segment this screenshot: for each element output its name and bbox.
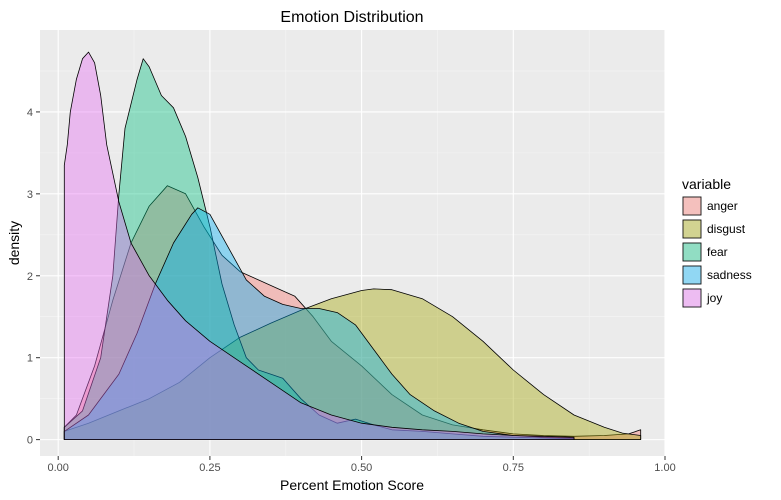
x-tick-label: 1.00 (654, 462, 675, 474)
legend-key-disgust (682, 219, 702, 239)
legend-label-disgust: disgust (707, 222, 746, 236)
density-area-disgust (63, 288, 642, 440)
legend-swatch-joy (682, 288, 702, 308)
x-axis-title: Percent Emotion Score (280, 477, 424, 493)
y-tick-label: 2 (27, 271, 33, 283)
chart-title: Emotion Distribution (280, 9, 423, 26)
x-tick-label: 0.25 (199, 462, 220, 474)
legend: variable anger disgust fear sadness joy (682, 176, 752, 308)
y-tick-label: 1 (27, 353, 33, 365)
legend-title: variable (682, 176, 731, 192)
legend-key-fear (682, 242, 702, 262)
legend-swatch-disgust (682, 219, 702, 239)
y-axis-ticks: 0 1 2 3 4 (27, 107, 40, 447)
density-area-fear (63, 58, 575, 440)
density-area-anger (63, 185, 642, 440)
x-tick-label: 0.50 (351, 462, 372, 474)
legend-key-sadness (682, 265, 702, 285)
density-areas (63, 51, 642, 440)
legend-swatch-fear (682, 242, 702, 262)
legend-label-joy: joy (706, 291, 722, 305)
x-tick-label: 0.00 (47, 462, 68, 474)
legend-key-anger (682, 196, 702, 216)
y-tick-label: 0 (27, 435, 33, 447)
x-tick-label: 0.75 (503, 462, 524, 474)
legend-key-joy (682, 288, 702, 308)
x-axis-ticks: 0.00 0.25 0.50 0.75 1.00 (47, 456, 676, 474)
legend-swatch-anger (682, 196, 702, 216)
legend-label-anger: anger (707, 199, 738, 213)
legend-label-fear: fear (707, 245, 728, 259)
y-axis-title: density (6, 221, 22, 265)
plot-background (40, 30, 665, 456)
density-area-sadness (63, 207, 575, 440)
density-area-joy (63, 51, 575, 440)
legend-swatch-sadness (682, 265, 702, 285)
y-tick-label: 3 (27, 189, 33, 201)
legend-label-sadness: sadness (707, 268, 752, 282)
minor-gridlines (40, 30, 665, 456)
y-tick-label: 4 (27, 107, 33, 119)
